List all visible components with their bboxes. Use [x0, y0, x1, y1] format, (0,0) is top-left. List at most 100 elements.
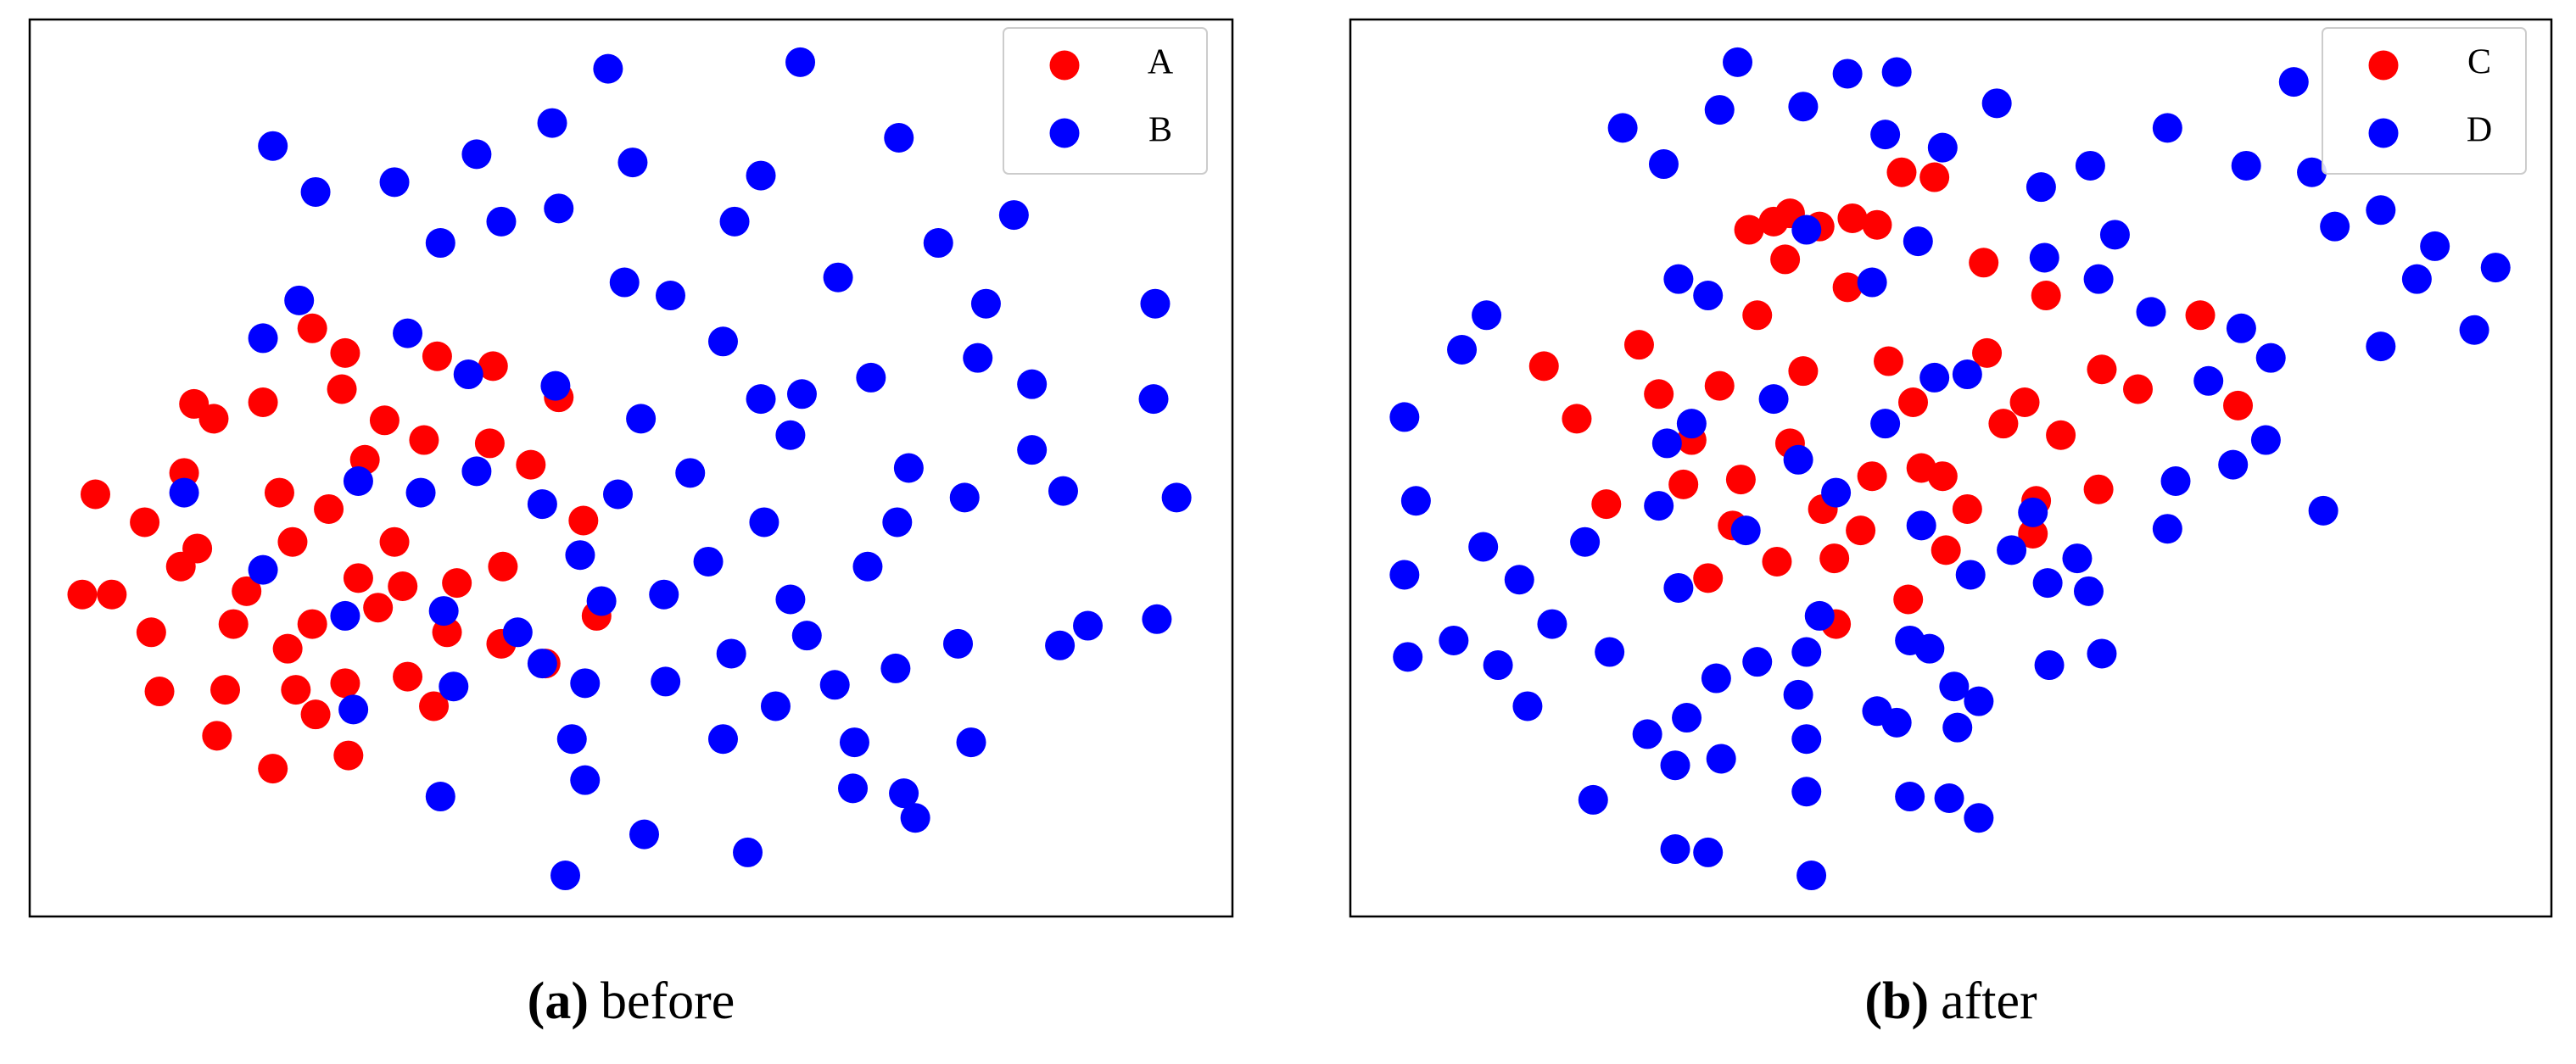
point [1644, 491, 1674, 521]
point [775, 584, 806, 615]
point [1981, 88, 2012, 119]
point [1730, 515, 1761, 546]
point [1870, 120, 1901, 150]
point [1632, 719, 1662, 749]
point [2029, 242, 2059, 273]
point [1791, 637, 1822, 667]
point [2152, 514, 2182, 544]
point [1140, 288, 1171, 319]
point [1964, 686, 1994, 716]
point [586, 586, 617, 616]
point [852, 551, 883, 582]
point [1791, 214, 1822, 245]
point [1914, 633, 1945, 664]
point [2231, 150, 2261, 181]
point [609, 267, 640, 298]
point [2459, 315, 2489, 345]
point [1903, 226, 1933, 257]
point [760, 691, 791, 721]
point [1562, 404, 1592, 434]
point [2420, 231, 2450, 261]
point [1138, 384, 1169, 415]
point [202, 721, 232, 751]
point [198, 404, 229, 434]
plot-frame [1349, 18, 2553, 918]
point [80, 479, 110, 510]
point [136, 617, 166, 648]
point [1725, 465, 1756, 495]
caption-label: (a) [528, 972, 589, 1030]
point [655, 281, 685, 311]
point [1919, 362, 1950, 393]
point [2185, 300, 2216, 331]
point [1393, 642, 1423, 672]
point [775, 420, 806, 450]
point [343, 563, 373, 593]
point [428, 596, 459, 627]
point [1886, 157, 1917, 187]
point [388, 571, 418, 602]
scatter-plot: CD [1349, 18, 2553, 918]
point [369, 405, 400, 436]
point [838, 773, 869, 804]
point [998, 200, 1029, 231]
point [1893, 584, 1924, 615]
point [956, 727, 986, 758]
point [210, 675, 241, 705]
point [1734, 214, 1764, 245]
point [1927, 461, 1958, 492]
point [1512, 691, 1543, 721]
point [1881, 707, 1912, 738]
point [2073, 576, 2104, 606]
point [330, 668, 360, 699]
point [1701, 663, 1731, 694]
point [333, 740, 364, 771]
point [2087, 638, 2117, 669]
legend-box [2322, 27, 2527, 175]
point [1017, 369, 1048, 399]
point [1857, 461, 1887, 492]
point [502, 617, 533, 648]
point [2223, 390, 2254, 421]
point [1048, 476, 1078, 506]
point [330, 600, 360, 631]
point [248, 323, 278, 354]
point [165, 551, 196, 582]
point [379, 167, 410, 198]
point [949, 482, 980, 513]
point [893, 453, 924, 483]
point [707, 724, 738, 755]
point [889, 778, 919, 809]
point [1623, 330, 1654, 360]
point [1161, 482, 1192, 513]
point [719, 206, 750, 237]
point [1528, 351, 1559, 382]
point [478, 351, 508, 382]
point [1742, 300, 1773, 331]
point [1663, 572, 1694, 603]
point [540, 370, 571, 401]
caption-text: after [1941, 972, 2037, 1030]
point [379, 526, 410, 557]
point [1846, 515, 1876, 546]
legend-marker [2368, 118, 2399, 148]
point [1791, 724, 1822, 755]
point [422, 341, 452, 371]
point [1142, 604, 1172, 634]
point [1906, 510, 1936, 541]
legend-marker [2368, 50, 2399, 81]
point [942, 628, 973, 659]
point [570, 765, 601, 795]
point [2034, 650, 2065, 681]
point [297, 313, 327, 343]
point [393, 318, 423, 348]
point [2255, 343, 2286, 373]
point [786, 379, 817, 409]
point [327, 374, 357, 404]
point [1988, 409, 2019, 439]
point [2297, 157, 2327, 187]
point [281, 675, 311, 705]
point [1693, 837, 1724, 867]
point [1819, 543, 1850, 574]
